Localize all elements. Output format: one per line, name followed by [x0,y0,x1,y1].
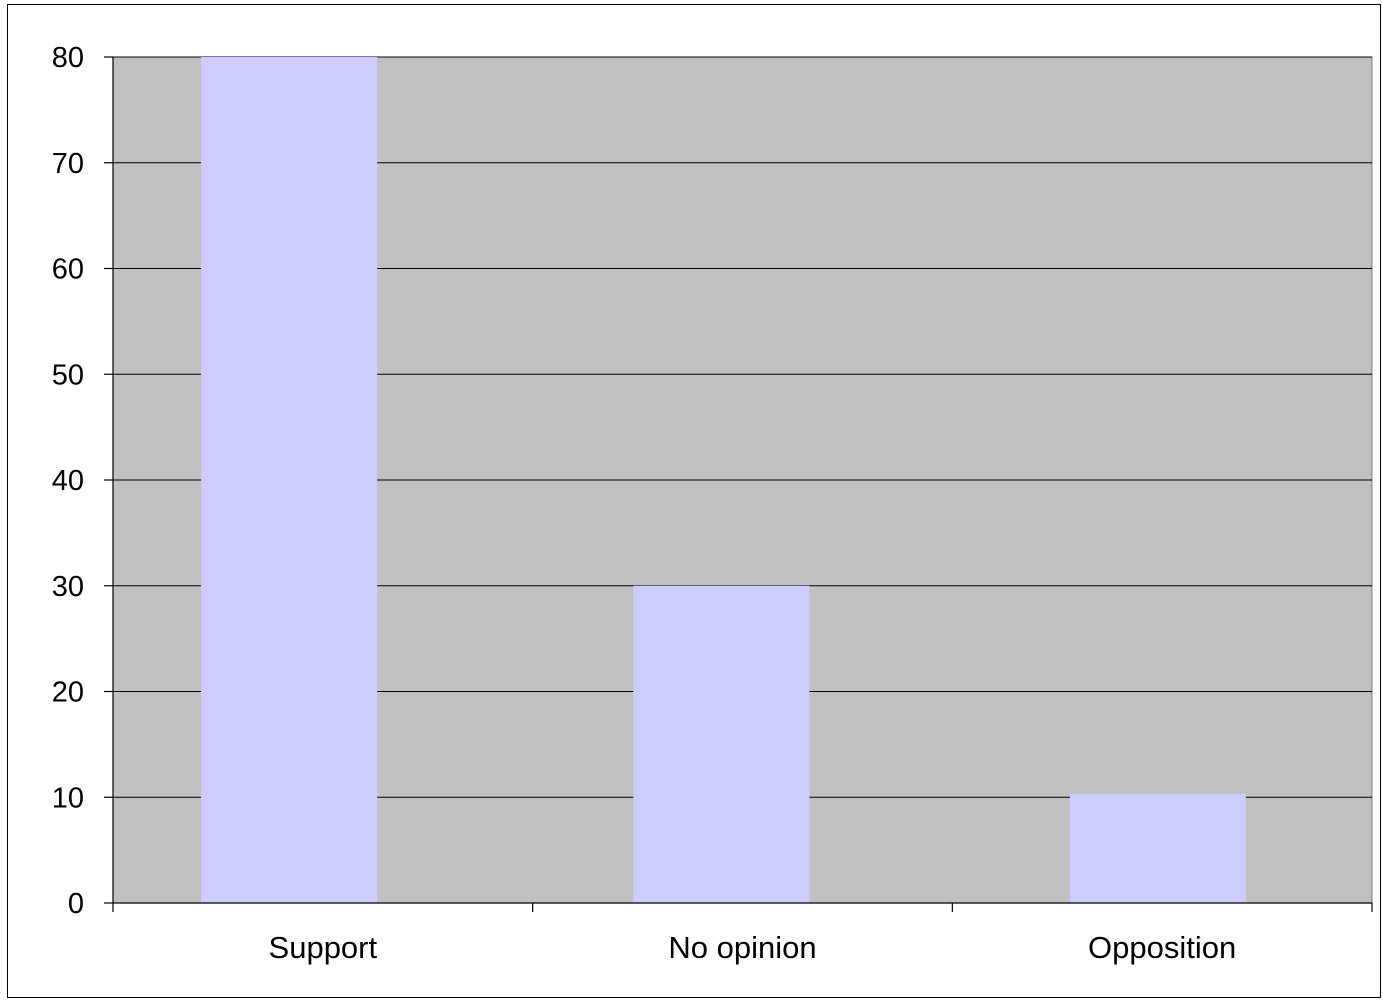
y-tick-label: 40 [52,465,84,497]
bar-no-opinion [633,585,810,903]
y-tick-label: 60 [52,254,84,286]
y-tick-label: 0 [68,888,84,920]
y-axis-ticks: 0 10 20 30 40 50 60 70 80 [52,42,113,920]
x-axis-labels: Support No opinion Opposition [269,930,1237,965]
y-tick-label: 70 [52,148,84,180]
bar-support [201,57,378,903]
y-tick-label: 30 [52,571,84,603]
x-category-label: No opinion [668,930,816,965]
y-tick-label: 10 [52,782,84,814]
x-category-label: Opposition [1088,930,1236,965]
bars [201,57,1246,903]
y-tick-label: 80 [52,42,84,74]
y-tick-label: 50 [52,359,84,391]
bar-opposition [1069,794,1246,903]
x-category-label: Support [269,930,378,965]
y-tick-label: 20 [52,677,84,709]
